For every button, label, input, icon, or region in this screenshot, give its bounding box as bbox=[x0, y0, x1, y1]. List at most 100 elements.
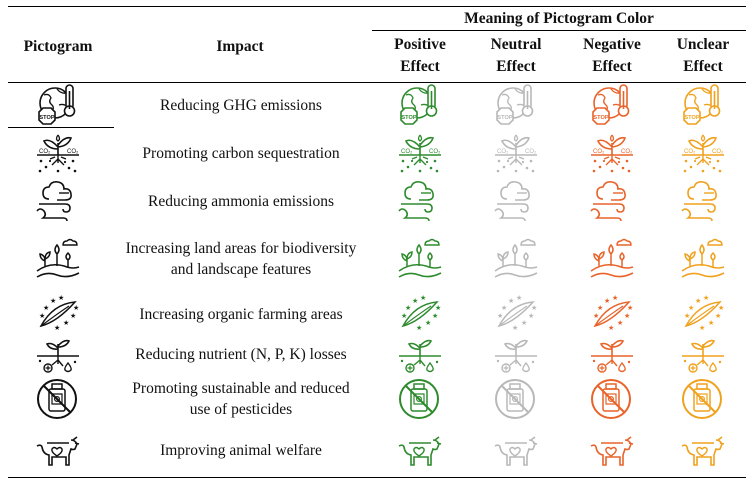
sprout-nutrient-icon bbox=[397, 332, 443, 376]
positive-cell bbox=[394, 424, 446, 476]
negative-cell: ★ ★ ★ ★ ★ ★ ★ ★ bbox=[586, 294, 638, 334]
table-top-rule bbox=[8, 6, 746, 7]
neutral-cell bbox=[490, 374, 542, 424]
table-row: CO₂ CO₂ Promoting carbon sequestration C… bbox=[0, 128, 754, 178]
table-row: Reducing ammonia emissions bbox=[0, 178, 754, 224]
pictogram-cell bbox=[32, 334, 84, 374]
svg-text:★: ★ bbox=[63, 319, 69, 327]
ammonia-cloud-icon bbox=[35, 179, 81, 223]
svg-text:CO₂: CO₂ bbox=[67, 149, 79, 155]
impact-column-header: Impact bbox=[216, 38, 264, 55]
svg-text:★: ★ bbox=[695, 297, 701, 305]
plant-co2-soil-icon: CO₂ CO₂ bbox=[680, 131, 724, 173]
svg-text:CO₂: CO₂ bbox=[712, 149, 724, 155]
unclear-cell: ★ ★ ★ ★ ★ ★ ★ ★ bbox=[677, 294, 729, 334]
svg-text:★: ★ bbox=[39, 312, 45, 320]
ammonia-cloud-icon bbox=[589, 179, 635, 223]
neutral-cell bbox=[490, 178, 542, 224]
svg-text:★: ★ bbox=[416, 324, 422, 332]
svg-text:★: ★ bbox=[699, 324, 705, 332]
table-row: STOP Reducing GHG emissions STOP STOP ST… bbox=[0, 82, 754, 128]
impact-text: Promoting carbon sequestration bbox=[142, 144, 340, 162]
svg-text:★: ★ bbox=[420, 294, 426, 302]
svg-text:★: ★ bbox=[73, 304, 79, 312]
pictogram-cell: ★ ★ ★ ★ ★ ★ ★ ★ bbox=[32, 294, 84, 334]
neutral-cell bbox=[490, 224, 542, 294]
impact-text: Reducing ammonia emissions bbox=[148, 192, 334, 210]
svg-text:STOP: STOP bbox=[593, 115, 608, 121]
globe-thermometer-stop-icon: STOP bbox=[493, 83, 539, 127]
svg-text:★: ★ bbox=[435, 304, 441, 312]
svg-text:CO₂: CO₂ bbox=[621, 149, 633, 155]
table-row: Improving animal welfare bbox=[0, 424, 754, 476]
globe-thermometer-stop-icon: STOP bbox=[680, 83, 726, 127]
sprout-nutrient-icon bbox=[680, 332, 726, 376]
positive-effect-header: Positive Effect bbox=[394, 36, 446, 75]
sprout-nutrient-icon bbox=[35, 332, 81, 376]
svg-text:★: ★ bbox=[432, 312, 438, 320]
unclear-cell: CO₂ CO₂ bbox=[677, 128, 729, 178]
impact-text: Reducing nutrient (N, P, K) losses bbox=[135, 345, 347, 363]
negative-cell bbox=[586, 334, 638, 374]
negative-cell bbox=[586, 374, 638, 424]
svg-text:★: ★ bbox=[718, 304, 724, 312]
table-row: Reducing nutrient (N, P, K) losses bbox=[0, 334, 754, 374]
negative-effect-header: Negative Effect bbox=[583, 36, 641, 75]
landscape-trees-icon bbox=[397, 237, 443, 281]
neutral-effect-header: Neutral Effect bbox=[490, 36, 542, 75]
svg-text:STOP: STOP bbox=[684, 115, 699, 121]
svg-text:STOP: STOP bbox=[39, 115, 54, 121]
unclear-cell: STOP bbox=[677, 82, 729, 128]
svg-text:★: ★ bbox=[497, 312, 503, 320]
negative-cell bbox=[586, 224, 638, 294]
svg-text:★: ★ bbox=[521, 319, 527, 327]
svg-text:★: ★ bbox=[405, 304, 411, 312]
no-pesticide-icon bbox=[397, 377, 443, 421]
svg-text:★: ★ bbox=[412, 297, 418, 305]
svg-text:★: ★ bbox=[715, 312, 721, 320]
organic-leaf-stars-icon: ★★★ ★ ★★★★ bbox=[684, 294, 724, 332]
landscape-trees-icon bbox=[589, 237, 635, 281]
svg-text:CO₂: CO₂ bbox=[593, 149, 605, 155]
unclear-cell bbox=[677, 224, 729, 294]
landscape-trees-icon bbox=[680, 237, 726, 281]
row-separator bbox=[8, 127, 114, 128]
neutral-cell: ★ ★ ★ ★ ★ ★ ★ ★ bbox=[490, 294, 542, 334]
positive-cell: ★ ★ ★ ★ ★ ★ ★ ★ bbox=[394, 294, 446, 334]
organic-leaf-stars-icon: ★★★ ★ ★★★★ bbox=[497, 294, 537, 332]
cow-heart-icon bbox=[397, 428, 443, 472]
svg-text:CO₂: CO₂ bbox=[525, 149, 537, 155]
unclear-effect-header: Unclear Effect bbox=[676, 36, 730, 75]
header-bottom-rule bbox=[8, 82, 746, 83]
svg-text:★: ★ bbox=[512, 324, 518, 332]
positive-cell bbox=[394, 178, 446, 224]
impact-text: Increasing land areas for biodiversity a… bbox=[125, 240, 357, 278]
impact-text: Increasing organic farming areas bbox=[139, 305, 343, 323]
no-pesticide-icon bbox=[35, 377, 81, 421]
pictogram-cell: CO₂ CO₂ bbox=[32, 128, 84, 178]
neutral-cell: CO₂ CO₂ bbox=[490, 128, 542, 178]
svg-text:★: ★ bbox=[501, 304, 507, 312]
unclear-cell bbox=[677, 424, 729, 476]
negative-cell: CO₂ CO₂ bbox=[586, 128, 638, 178]
svg-text:★: ★ bbox=[627, 304, 633, 312]
cow-heart-icon bbox=[493, 428, 539, 472]
svg-text:★: ★ bbox=[516, 294, 522, 302]
positive-cell bbox=[394, 334, 446, 374]
group-header-rule bbox=[372, 30, 746, 31]
svg-text:★: ★ bbox=[70, 312, 76, 320]
impact-text: Promoting sustainable and reduced use of… bbox=[132, 380, 350, 418]
svg-text:★: ★ bbox=[708, 319, 714, 327]
globe-thermometer-stop-icon: STOP bbox=[35, 83, 81, 127]
svg-text:★: ★ bbox=[593, 312, 599, 320]
globe-thermometer-stop-icon: STOP bbox=[397, 83, 443, 127]
negative-cell bbox=[586, 424, 638, 476]
plant-co2-soil-icon: CO₂ CO₂ bbox=[35, 131, 79, 173]
table-row: Promoting sustainable and reduced use of… bbox=[0, 374, 754, 424]
table-row: Increasing land areas for biodiversity a… bbox=[0, 224, 754, 294]
sprout-nutrient-icon bbox=[589, 332, 635, 376]
svg-text:★: ★ bbox=[531, 304, 537, 312]
svg-text:★: ★ bbox=[54, 324, 60, 332]
svg-text:CO₂: CO₂ bbox=[401, 149, 413, 155]
svg-text:STOP: STOP bbox=[497, 115, 512, 121]
